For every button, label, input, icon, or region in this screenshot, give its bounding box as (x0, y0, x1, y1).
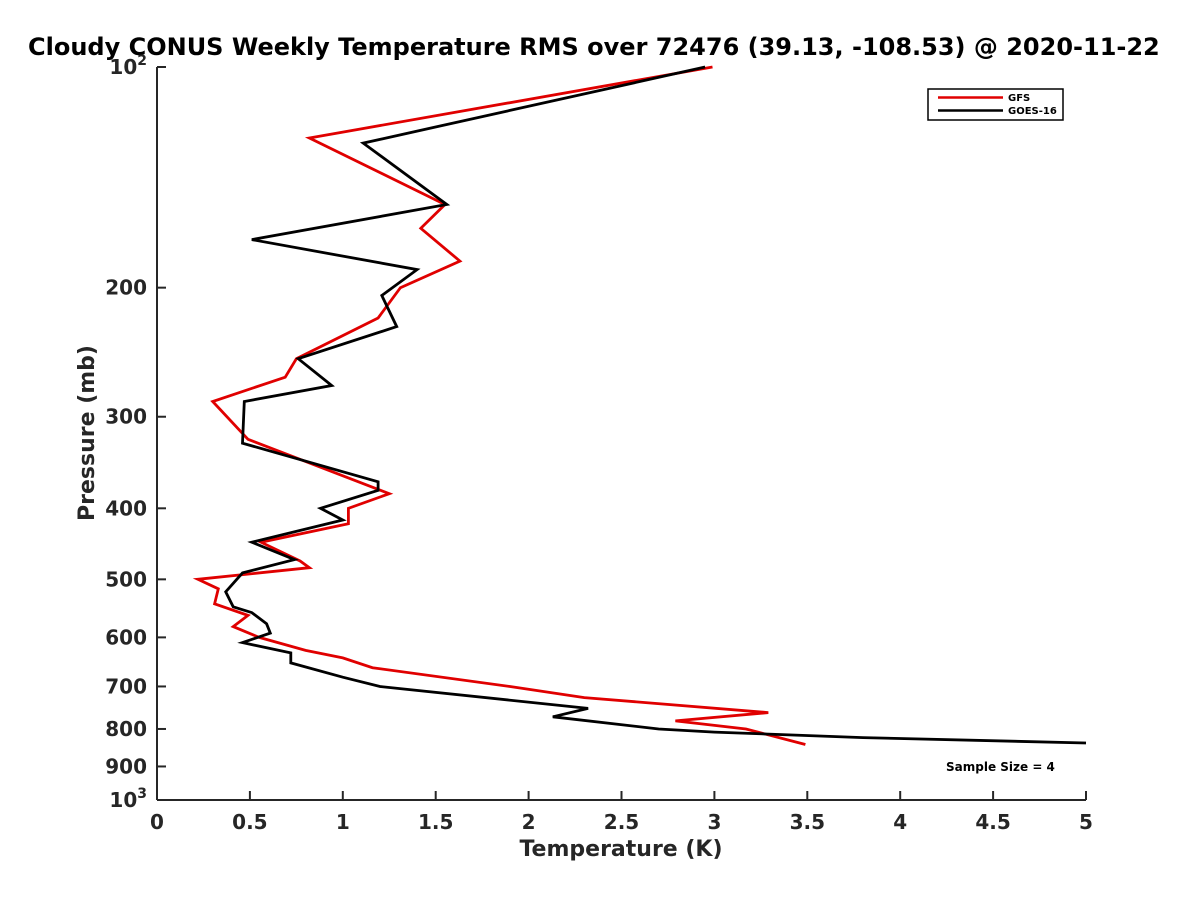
legend-box (927, 88, 1064, 121)
x-tick-label: 1.5 (418, 810, 453, 834)
legend-label-goes-16: GOES-16 (1008, 106, 1057, 117)
x-tick-label: 5 (1079, 810, 1093, 834)
y-tick-label: 500 (105, 567, 147, 591)
y-tick-label: 103 (109, 786, 147, 812)
x-tick-label: 3 (707, 810, 721, 834)
legend-label-gfs: GFS (1008, 93, 1030, 104)
y-tick-label: 900 (105, 754, 147, 778)
y-tick-label: 800 (105, 717, 147, 741)
x-tick-label: 2 (522, 810, 536, 834)
legend: GFS GOES-16 (927, 88, 1064, 121)
series-line-gfs (192, 65, 806, 746)
y-tick-label: 400 (105, 496, 147, 520)
y-tick-label: 600 (105, 625, 147, 649)
x-tick-label: 1 (336, 810, 350, 834)
chart-title: Cloudy CONUS Weekly Temperature RMS over… (28, 33, 1160, 61)
y-tick-label: 700 (105, 674, 147, 698)
x-tick-label: 2.5 (604, 810, 639, 834)
y-tick-label: 300 (105, 405, 147, 429)
y-tick-label: 102 (109, 53, 147, 79)
y-axis-label: Pressure (mb) (75, 345, 100, 521)
x-tick-label: 3.5 (790, 810, 825, 834)
x-tick-label: 4.5 (975, 810, 1010, 834)
y-tick-label: 200 (105, 276, 147, 300)
series-layer (192, 65, 1087, 746)
x-axis-label: Temperature (K) (519, 837, 722, 862)
tick-layer: 0 0.5 1 1.5 2 2.5 3 3.5 4 4.5 5 102 200 300 400 500 600 7… (105, 53, 1093, 834)
x-tick-label: 4 (893, 810, 907, 834)
x-tick-label: 0.5 (232, 810, 267, 834)
series-line-goes-16 (224, 65, 1087, 745)
x-tick-label: 0 (150, 810, 164, 834)
sample-size-annotation: Sample Size = 4 (946, 760, 1055, 774)
